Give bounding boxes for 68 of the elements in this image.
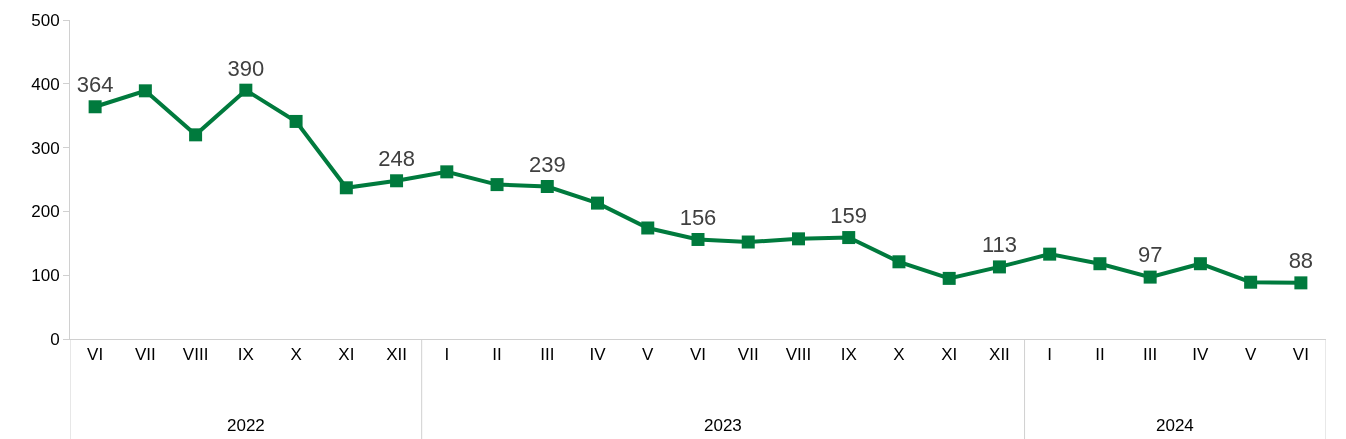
x-tick-label: IV xyxy=(589,345,607,365)
x-tick-label: VII xyxy=(134,345,156,365)
x-tick-label: I xyxy=(444,345,450,365)
point xyxy=(189,128,203,142)
point xyxy=(842,231,856,245)
x-tick-label: V xyxy=(1244,345,1257,365)
text: 2022 xyxy=(227,416,265,435)
x-tick-label: XII xyxy=(989,345,1010,365)
point xyxy=(1093,257,1107,271)
point xyxy=(490,178,504,192)
x-tick-label: III xyxy=(1143,345,1158,365)
x-tick-label: I xyxy=(1047,345,1053,365)
data-label: 390 xyxy=(227,55,265,81)
point xyxy=(390,174,404,188)
point xyxy=(691,232,705,246)
data-label: 97 xyxy=(1137,242,1163,268)
x-tick-label: IX xyxy=(237,345,254,365)
x-tick-label: XI xyxy=(941,345,958,365)
point xyxy=(138,84,152,98)
y-tick-label: 100 xyxy=(31,266,60,286)
point xyxy=(339,181,353,195)
point xyxy=(791,232,805,246)
point xyxy=(591,196,605,210)
x-tick-label: X xyxy=(290,345,302,365)
y-tick-label: 200 xyxy=(31,202,60,222)
text: 2024 xyxy=(1156,416,1194,435)
x-tick-label: IV xyxy=(1192,345,1210,365)
data-label: 113 xyxy=(981,232,1017,258)
x-tick-label: VII xyxy=(737,345,759,365)
data-label: 239 xyxy=(528,151,566,177)
y-tick-label: 500 xyxy=(31,10,60,30)
text: 2023 xyxy=(704,416,742,435)
data-label: 159 xyxy=(830,202,868,228)
point xyxy=(1043,247,1057,261)
data-label: 88 xyxy=(1288,248,1314,274)
y-tick-label: 400 xyxy=(31,74,60,94)
y-tick-label: 300 xyxy=(31,138,60,158)
x-tick-label: II xyxy=(492,345,502,365)
x-tick-label: II xyxy=(1095,345,1105,365)
point xyxy=(741,235,755,249)
x-tick-label: VI xyxy=(689,345,707,365)
x-tick-label: VIII xyxy=(182,345,209,365)
x-tick-label: VI xyxy=(1292,345,1309,365)
y-tick-label: 0 xyxy=(50,329,60,349)
point xyxy=(440,165,454,179)
x-tick-label: III xyxy=(540,345,555,365)
point xyxy=(942,271,956,285)
point xyxy=(88,100,102,114)
x-tick-label: VIII xyxy=(785,345,812,365)
point xyxy=(1294,276,1308,290)
point xyxy=(289,114,303,128)
point xyxy=(540,180,554,194)
data-label: 156 xyxy=(679,204,717,230)
point xyxy=(1244,275,1258,289)
point xyxy=(992,260,1006,274)
point xyxy=(1193,257,1207,271)
point xyxy=(892,255,906,269)
x-tick-label: VI xyxy=(87,345,104,365)
x-tick-label: X xyxy=(893,345,905,365)
x-tick-label: IX xyxy=(840,345,857,365)
point xyxy=(1143,270,1157,284)
x-tick-label: XI xyxy=(338,345,355,365)
data-label: 364 xyxy=(76,72,114,98)
x-tick-label: V xyxy=(642,345,655,365)
data-label: 248 xyxy=(378,146,415,172)
point xyxy=(239,83,253,97)
point xyxy=(641,221,655,235)
x-tick-label: XII xyxy=(386,345,407,365)
